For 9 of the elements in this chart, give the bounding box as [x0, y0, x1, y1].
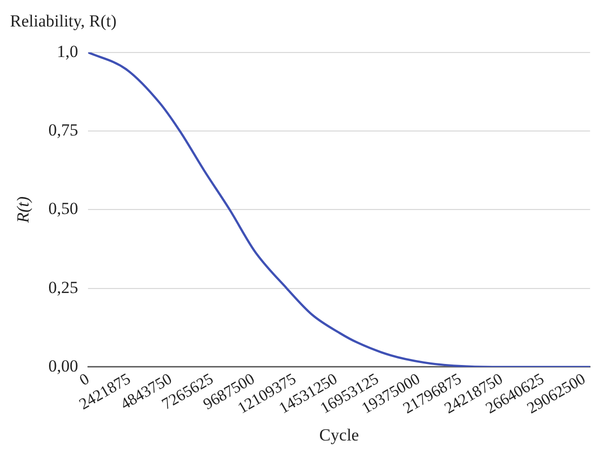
x-axis-title: Cycle	[319, 425, 359, 444]
y-axis-title: R(t)	[14, 196, 33, 224]
y-tick-label: 0,00	[48, 356, 78, 376]
y-tick-label: 1,0	[56, 42, 78, 61]
y-tick-label: 0,75	[48, 120, 78, 140]
line-series	[88, 52, 590, 367]
y-tick-label: 0,50	[48, 199, 78, 218]
y-tick-label: 0,25	[48, 278, 78, 297]
chart-title: Reliability, R(t)	[10, 12, 117, 31]
